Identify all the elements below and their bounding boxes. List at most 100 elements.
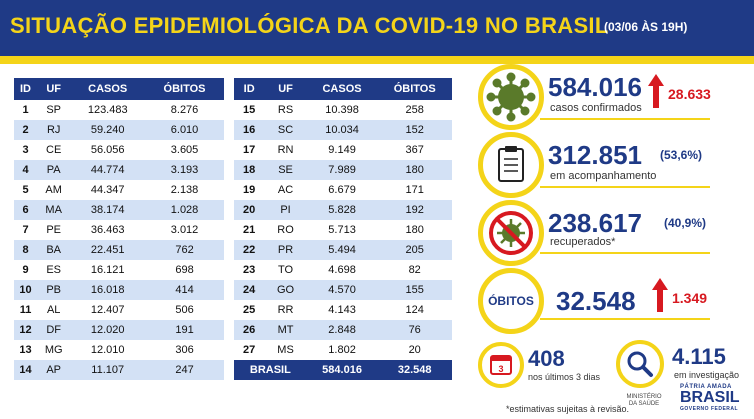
- cell-uf: AL: [37, 300, 71, 320]
- total-obitos: 32.548: [377, 360, 452, 380]
- cell-uf: DF: [37, 320, 71, 340]
- no-virus-icon-circle: [478, 200, 544, 266]
- cell-id: 17: [234, 140, 265, 160]
- cell-casos: 9.149: [306, 140, 378, 160]
- cell-id: 21: [234, 220, 265, 240]
- table-row: 2 RJ 59.240 6.010: [14, 120, 224, 140]
- report-date: (03/06 ÀS 19H): [604, 20, 688, 34]
- cell-obitos: 2.138: [145, 180, 224, 200]
- cell-uf: TO: [264, 260, 307, 280]
- table-row: 17 RN 9.149 367: [234, 140, 452, 160]
- cell-uf: SP: [37, 100, 71, 120]
- cell-uf: PE: [37, 220, 71, 240]
- table-row: 21 RO 5.713 180: [234, 220, 452, 240]
- cell-id: 6: [14, 200, 38, 220]
- cell-obitos: 3.605: [145, 140, 224, 160]
- states-table-right: ID UF CASOS ÓBITOS 15 RS 10.398 258 16 SC 10.0…: [234, 78, 452, 380]
- cell-uf: CE: [37, 140, 71, 160]
- page-title: SITUAÇÃO EPIDEMIOLÓGICA DA COVID-19 NO B…: [10, 13, 609, 38]
- cell-obitos: 124: [377, 300, 452, 320]
- cell-obitos: 8.276: [145, 100, 224, 120]
- cell-id: 16: [234, 120, 265, 140]
- cell-obitos: 152: [377, 120, 452, 140]
- table-header-row: ID UF CASOS ÓBITOS: [14, 78, 224, 100]
- cell-casos: 4.143: [306, 300, 378, 320]
- table-row: 14 AP 11.107 247: [14, 360, 224, 380]
- cell-casos: 12.407: [70, 300, 146, 320]
- investigation-label: em investigação: [674, 370, 740, 380]
- cell-casos: 36.463: [70, 220, 146, 240]
- cell-casos: 4.698: [306, 260, 378, 280]
- cell-id: 25: [234, 300, 265, 320]
- virus-icon-circle: [478, 64, 544, 130]
- cell-uf: ES: [37, 260, 71, 280]
- cell-obitos: 698: [145, 260, 224, 280]
- monitoring-value: 312.851: [548, 140, 642, 170]
- cell-obitos: 506: [145, 300, 224, 320]
- cell-obitos: 306: [145, 340, 224, 360]
- cell-casos: 56.056: [70, 140, 146, 160]
- table-row: 8 BA 22.451 762: [14, 240, 224, 260]
- table-row: 22 PR 5.494 205: [234, 240, 452, 260]
- cell-uf: SC: [264, 120, 307, 140]
- cell-casos: 44.347: [70, 180, 146, 200]
- cell-casos: 123.483: [70, 100, 146, 120]
- col-id: ID: [234, 78, 265, 100]
- confirmed-value: 584.016: [548, 72, 642, 102]
- gov-logo-gov: GOVERNO FEDERAL: [680, 406, 739, 412]
- cell-casos: 11.107: [70, 360, 146, 380]
- col-uf: UF: [264, 78, 307, 100]
- cell-casos: 16.121: [70, 260, 146, 280]
- cell-uf: BA: [37, 240, 71, 260]
- cell-id: 12: [14, 320, 38, 340]
- table-row: 13 MG 12.010 306: [14, 340, 224, 360]
- table-row: 23 TO 4.698 82: [234, 260, 452, 280]
- cell-obitos: 414: [145, 280, 224, 300]
- total-label: BRASIL: [234, 360, 307, 380]
- table-header-row: ID UF CASOS ÓBITOS: [234, 78, 452, 100]
- cell-obitos: 192: [377, 200, 452, 220]
- recovered-value: 238.617: [548, 208, 642, 238]
- cell-uf: MA: [37, 200, 71, 220]
- table-row: 15 RS 10.398 258: [234, 100, 452, 120]
- cell-obitos: 247: [145, 360, 224, 380]
- cell-casos: 5.713: [306, 220, 378, 240]
- calendar-day: 3: [498, 364, 503, 374]
- deaths-value: 32.548: [556, 286, 636, 316]
- footnote: *estimativas sujeitas à revisão.: [506, 404, 630, 414]
- cell-obitos: 3.012: [145, 220, 224, 240]
- cell-casos: 4.570: [306, 280, 378, 300]
- cell-id: 11: [14, 300, 38, 320]
- arrow-up-icon: [648, 74, 664, 108]
- cell-id: 9: [14, 260, 38, 280]
- cell-id: 19: [234, 180, 265, 200]
- gov-logo-brasil: BRASIL: [680, 389, 740, 406]
- cell-obitos: 20: [377, 340, 452, 360]
- cell-id: 26: [234, 320, 265, 340]
- investigation-value: 4.115: [672, 344, 726, 369]
- table-row: 3 CE 56.056 3.605: [14, 140, 224, 160]
- cell-casos: 38.174: [70, 200, 146, 220]
- cell-id: 22: [234, 240, 265, 260]
- gov-logo-patria: PÁTRIA AMADA: [680, 384, 732, 390]
- cell-casos: 6.679: [306, 180, 378, 200]
- cell-uf: RO: [264, 220, 307, 240]
- table-row: 26 MT 2.848 76: [234, 320, 452, 340]
- cell-obitos: 367: [377, 140, 452, 160]
- cell-uf: PA: [37, 160, 71, 180]
- col-uf: UF: [37, 78, 71, 100]
- clipboard-icon-circle: [478, 132, 544, 198]
- cell-obitos: 1.028: [145, 200, 224, 220]
- cell-obitos: 180: [377, 220, 452, 240]
- gov-logo: PÁTRIA AMADA BRASIL GOVERNO FEDERAL: [680, 384, 740, 412]
- table-row: 4 PA 44.774 3.193: [14, 160, 224, 180]
- monitoring-label: em acompanhamento: [550, 170, 657, 182]
- cell-casos: 10.398: [306, 100, 378, 120]
- recovered-label: recuperados*: [550, 236, 616, 248]
- total-row: BRASIL 584.016 32.548: [234, 360, 452, 380]
- cell-uf: RR: [264, 300, 307, 320]
- cell-id: 7: [14, 220, 38, 240]
- cell-casos: 1.802: [306, 340, 378, 360]
- table-row: 12 DF 12.020 191: [14, 320, 224, 340]
- cell-id: 18: [234, 160, 265, 180]
